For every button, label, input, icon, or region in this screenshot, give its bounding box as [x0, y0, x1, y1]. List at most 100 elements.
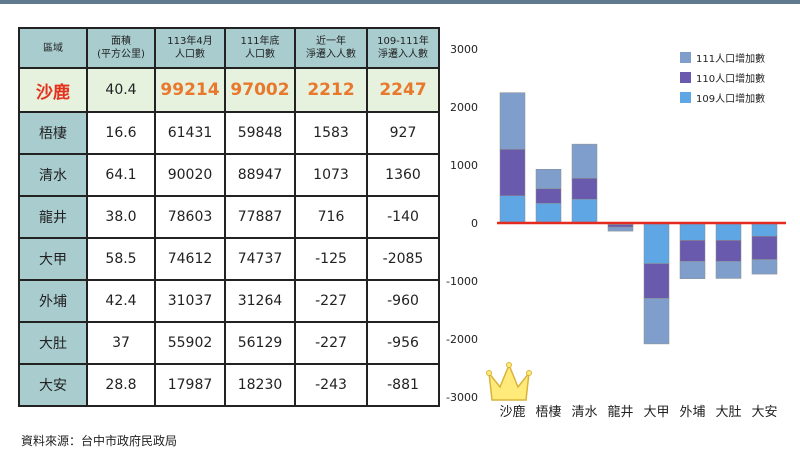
bar-segment: [679, 222, 706, 241]
table-row: 大肚 37 55902 56129 -227 -956: [18, 321, 440, 365]
population-2022-cell: 97002: [224, 67, 296, 113]
header-population-2022: 111年底 人口數: [224, 27, 296, 69]
migration-1yr-cell: -227: [294, 279, 368, 323]
y-tick-label: 3000: [450, 43, 478, 56]
table-row: 梧棲 16.6 61431 59848 1583 927: [18, 111, 440, 155]
bar-segment: [643, 222, 670, 264]
population-2024-cell: 61431: [154, 111, 226, 155]
bar-segment: [715, 222, 742, 241]
x-category-label: 大安: [751, 405, 777, 420]
migration-1yr-cell: 2212: [294, 67, 368, 113]
bar-segment: [499, 149, 526, 196]
population-2022-cell: 18230: [224, 363, 296, 407]
bar-segment: [571, 178, 598, 200]
crown-jewel-icon: [526, 370, 532, 376]
header-area: 面積 (平方公里): [86, 27, 156, 69]
bar-segment: [751, 222, 778, 237]
bar-segment: [535, 168, 562, 190]
population-2024-cell: 99214: [154, 67, 226, 113]
crown-icon: [487, 363, 531, 401]
population-2024-cell: 74612: [154, 237, 226, 281]
population-increase-chart: -3000 -2000 -1000 0 1000 2000 3000 沙鹿 梧棲 清水 龍井 大甲 外埔…: [446, 43, 786, 420]
region-cell: 大甲: [18, 237, 88, 281]
region-cell: 外埔: [18, 279, 88, 323]
area-cell: 16.6: [86, 111, 156, 155]
bar-segment: [571, 143, 598, 179]
region-cell: 沙鹿: [18, 67, 88, 113]
population-2024-cell: 90020: [154, 153, 226, 197]
population-2024-cell: 31037: [154, 279, 226, 323]
bar-segment: [643, 298, 670, 345]
data-source-note: 資料來源：台中市政府民政局: [21, 434, 178, 448]
legend-label: 111人口增加數: [696, 52, 765, 65]
bar-segment: [499, 92, 526, 150]
y-tick-label: 0: [471, 217, 478, 230]
region-cell: 龍井: [18, 195, 88, 239]
crown-jewel-icon: [506, 362, 512, 368]
x-category-label: 清水: [571, 405, 597, 420]
migration-3yr-cell: -960: [366, 279, 440, 323]
region-cell: 大安: [18, 363, 88, 407]
bar-segment: [535, 188, 562, 204]
area-cell: 40.4: [86, 67, 156, 113]
population-2024-cell: 78603: [154, 195, 226, 239]
migration-3yr-cell: -956: [366, 321, 440, 365]
x-category-label: 大肚: [715, 405, 741, 420]
bar-segment: [607, 224, 634, 228]
bar-segment: [679, 240, 706, 262]
x-category-label: 龍井: [607, 404, 633, 420]
x-category-label: 沙鹿: [499, 404, 525, 420]
legend-swatch: [680, 72, 691, 83]
population-2022-cell: 31264: [224, 279, 296, 323]
legend-label: 109人口增加數: [696, 92, 765, 105]
migration-1yr-cell: -125: [294, 237, 368, 281]
table-row: 外埔 42.4 31037 31264 -227 -960: [18, 279, 440, 323]
bar-segment: [751, 259, 778, 275]
table-row: 清水 64.1 90020 88947 1073 1360: [18, 153, 440, 197]
table-row: 大安 28.8 17987 18230 -243 -881: [18, 363, 440, 407]
bar-segment: [715, 240, 742, 262]
bar-segment: [607, 226, 634, 232]
migration-3yr-cell: 2247: [366, 67, 440, 113]
x-category-label: 梧棲: [535, 405, 561, 420]
region-cell: 梧棲: [18, 111, 88, 155]
area-cell: 37: [86, 321, 156, 365]
legend-label: 110人口增加數: [696, 72, 765, 85]
top-border: [0, 0, 800, 4]
migration-3yr-cell: -881: [366, 363, 440, 407]
header-net-migration-3yr: 109-111年 淨遷入人數: [366, 27, 440, 69]
migration-3yr-cell: -2085: [366, 237, 440, 281]
bar-segment: [535, 203, 562, 224]
bar-segment: [751, 236, 778, 260]
population-2022-cell: 77887: [224, 195, 296, 239]
region-cell: 大肚: [18, 321, 88, 365]
migration-3yr-cell: -140: [366, 195, 440, 239]
table-header-row: 區域 面積 (平方公里) 113年4月 人口數 111年底 人口數 近一年 淨遷入人數 …: [18, 27, 440, 69]
population-2024-cell: 55902: [154, 321, 226, 365]
table-row: 大甲 58.5 74612 74737 -125 -2085: [18, 237, 440, 281]
migration-1yr-cell: 1073: [294, 153, 368, 197]
legend-swatch: [680, 52, 691, 63]
population-table: 區域 面積 (平方公里) 113年4月 人口數 111年底 人口數 近一年 淨遷入人數 …: [18, 27, 440, 407]
crown-jewel-icon: [486, 370, 492, 376]
bar-segment: [715, 261, 742, 279]
header-population-2024: 113年4月 人口數: [154, 27, 226, 69]
y-tick-label: -1000: [446, 275, 478, 288]
y-tick-label: 1000: [450, 159, 478, 172]
migration-3yr-cell: 1360: [366, 153, 440, 197]
migration-1yr-cell: 1583: [294, 111, 368, 155]
y-tick-label: -3000: [446, 391, 478, 404]
area-cell: 38.0: [86, 195, 156, 239]
table-row: 龍井 38.0 78603 77887 716 -140: [18, 195, 440, 239]
migration-1yr-cell: -243: [294, 363, 368, 407]
header-net-migration-1yr: 近一年 淨遷入人數: [294, 27, 368, 69]
population-2022-cell: 56129: [224, 321, 296, 365]
population-2024-cell: 17987: [154, 363, 226, 407]
y-tick-label: 2000: [450, 101, 478, 114]
x-category-label: 外埔: [679, 405, 705, 420]
table-row-highlight: 沙鹿 40.4 99214 97002 2212 2247: [18, 67, 440, 113]
population-2022-cell: 88947: [224, 153, 296, 197]
header-region: 區域: [18, 27, 88, 69]
migration-3yr-cell: 927: [366, 111, 440, 155]
area-cell: 64.1: [86, 153, 156, 197]
